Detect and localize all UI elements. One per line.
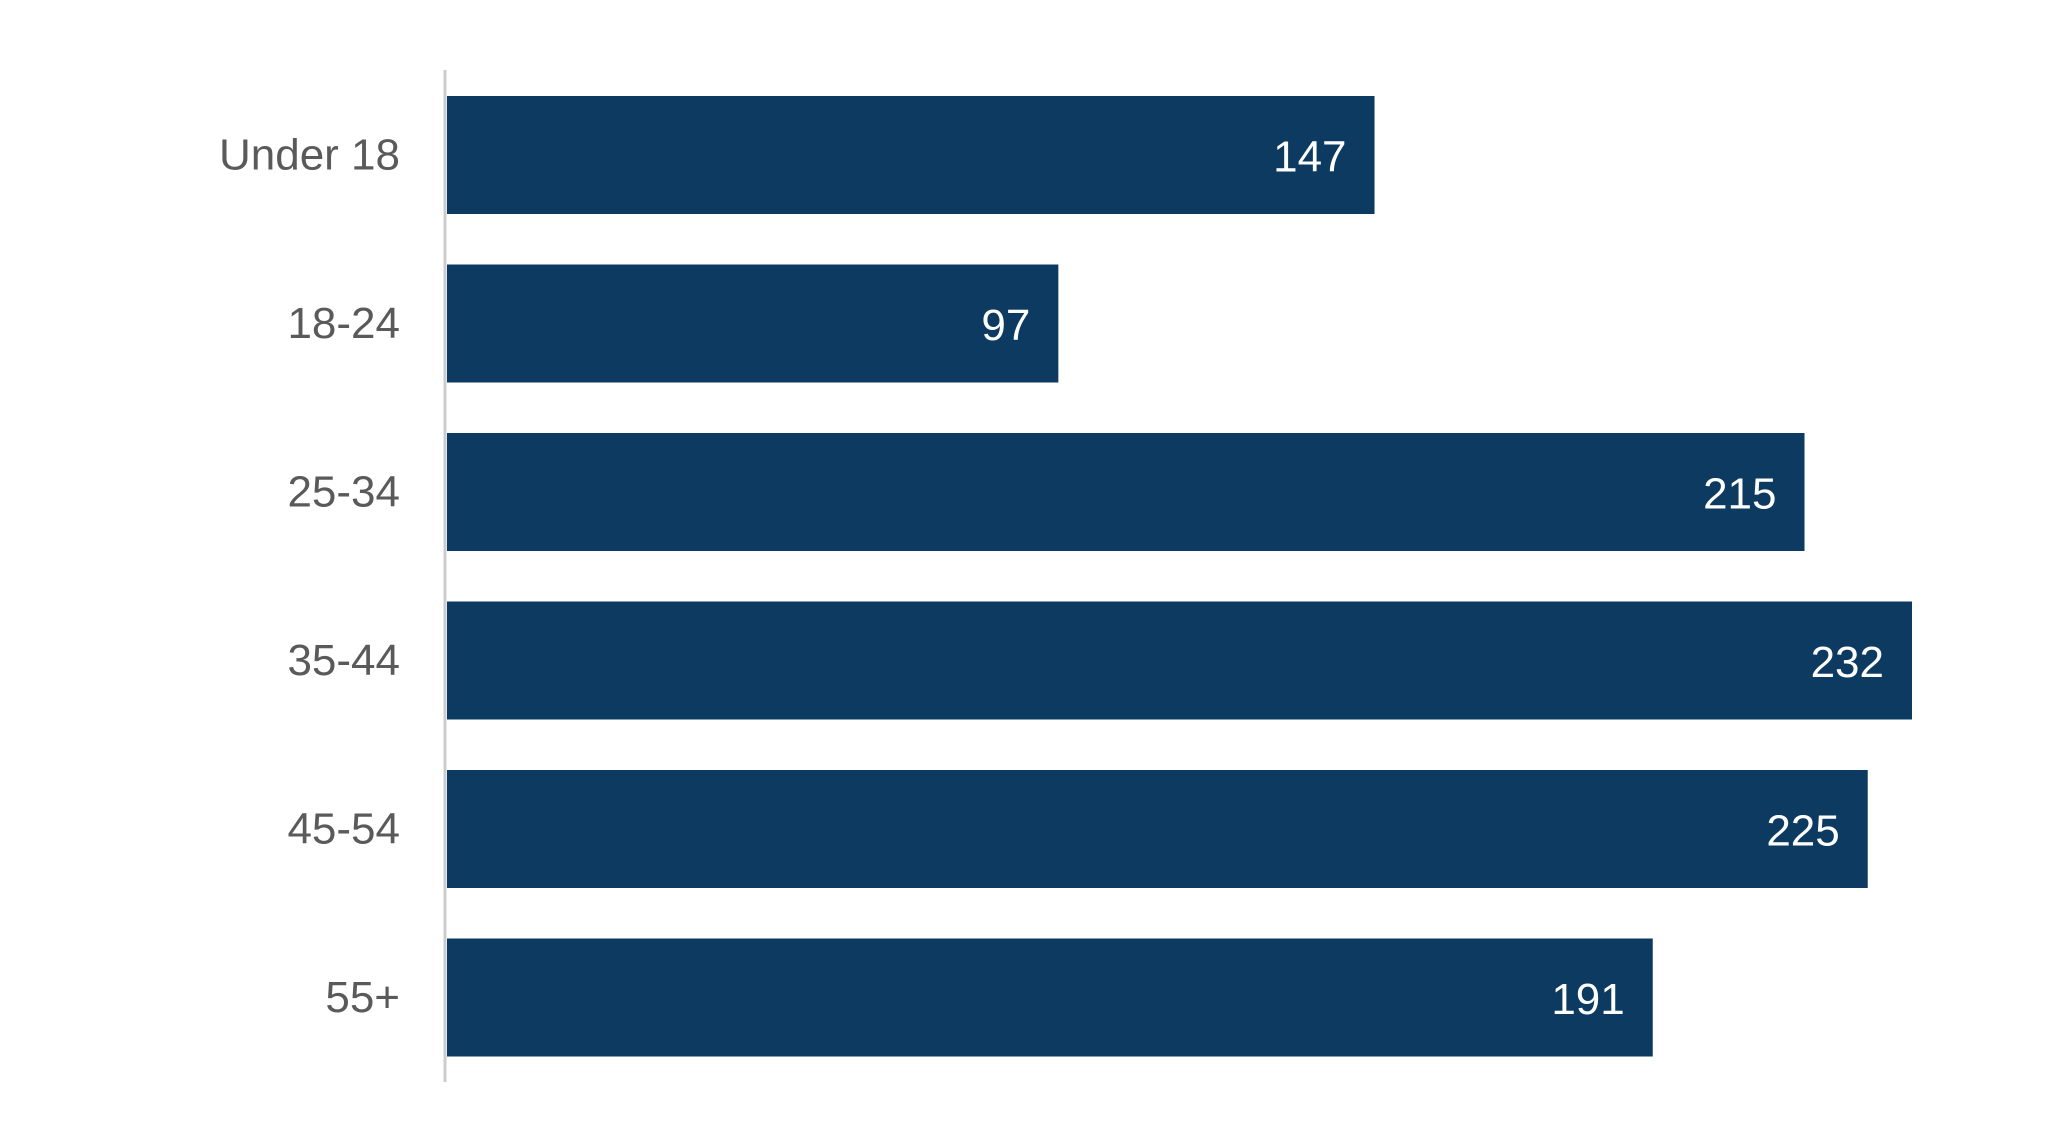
- category-label: 25-34: [287, 468, 400, 517]
- data-label: 215: [1703, 470, 1776, 519]
- data-labels-group: 147 97 215 232 225 191: [981, 133, 1884, 1025]
- data-label: 225: [1766, 807, 1839, 856]
- category-labels-group: Under 18 18-24 25-34 35-44 45-54 55+: [219, 131, 400, 1023]
- data-label: 232: [1811, 638, 1884, 687]
- bar-0: [447, 96, 1375, 214]
- category-label: 55+: [325, 973, 400, 1022]
- bar-5: [447, 938, 1653, 1057]
- data-label: 147: [1273, 133, 1346, 182]
- bar-2: [447, 433, 1805, 551]
- data-label: 191: [1551, 975, 1624, 1024]
- data-label: 97: [981, 301, 1030, 350]
- bar-4: [447, 770, 1868, 888]
- category-label: Under 18: [219, 131, 400, 180]
- category-label: 35-44: [287, 636, 400, 685]
- category-label: 45-54: [287, 805, 400, 854]
- bars-group: [447, 96, 1912, 1057]
- bar-1: [447, 264, 1059, 383]
- category-label: 18-24: [287, 299, 400, 348]
- bar-3: [447, 601, 1912, 720]
